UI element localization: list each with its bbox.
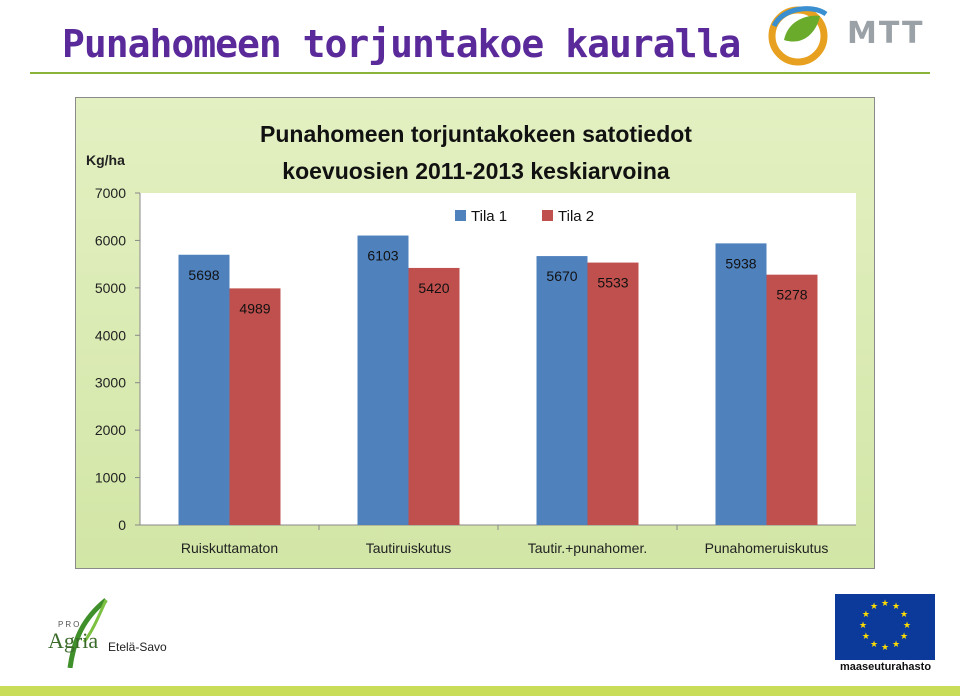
mtt-emblem-icon — [768, 6, 828, 66]
eu-fund-text: maaseuturahasto — [839, 661, 932, 673]
chart-title-line1: Punahomeen torjuntakokeen satotiedot — [260, 121, 692, 147]
bar-tila-2 — [766, 274, 818, 525]
title-divider — [30, 72, 930, 74]
eu-star-icon: ★ — [862, 609, 870, 619]
y-tick-label: 4000 — [95, 327, 126, 343]
slide-title: Punahomeen torjuntakoe kauralla — [62, 22, 741, 66]
bar-value-label: 5670 — [546, 268, 577, 284]
x-tick-label: Punahomeruiskutus — [705, 540, 829, 556]
eu-star-icon: ★ — [903, 620, 911, 630]
bar-tila-1 — [536, 256, 588, 525]
eu-star-icon: ★ — [892, 639, 900, 649]
footer-bar — [0, 686, 960, 696]
bar-value-label: 5698 — [188, 267, 219, 283]
eu-star-icon: ★ — [881, 598, 889, 608]
bar-tila-1 — [715, 243, 767, 525]
y-tick-label: 7000 — [95, 185, 126, 201]
proagria-pro-text: PRO — [58, 620, 82, 629]
proagria-agria-text: Agria — [48, 628, 99, 653]
y-tick-label: 3000 — [95, 375, 126, 391]
bar-chart: Punahomeen torjuntakokeen satotiedot koe… — [86, 121, 856, 556]
eu-flag: ★ ★ ★ ★ ★ ★ ★ ★ ★ ★ ★ ★ — [835, 594, 935, 660]
y-tick-label: 6000 — [95, 232, 126, 248]
y-axis-label: Kg/ha — [86, 152, 125, 168]
proagria-logo: PRO Agria Etelä-Savo — [44, 598, 179, 680]
legend-label: Tila 2 — [558, 208, 594, 225]
bar-tila-2 — [229, 288, 281, 525]
y-tick-label: 5000 — [95, 280, 126, 296]
eu-star-icon: ★ — [859, 620, 867, 630]
mtt-logo-text: MTT — [847, 16, 925, 51]
leaf-icon — [67, 598, 108, 668]
bar-value-label: 5278 — [776, 287, 807, 303]
eu-star-icon: ★ — [900, 631, 908, 641]
eu-star-icon: ★ — [900, 609, 908, 619]
legend-swatch — [455, 210, 466, 221]
eu-star-icon: ★ — [870, 639, 878, 649]
chart-frame: Punahomeen torjuntakokeen satotiedot koe… — [75, 97, 875, 569]
legend-swatch — [542, 210, 553, 221]
eu-star-icon: ★ — [881, 642, 889, 652]
x-tick-label: Tautir.+punahomer. — [528, 540, 647, 556]
eu-star-icon: ★ — [870, 601, 878, 611]
bar-tila-2 — [587, 262, 639, 525]
bar-value-label: 5938 — [725, 255, 756, 271]
bar-tila-1 — [357, 235, 409, 525]
y-tick-label: 0 — [118, 517, 126, 533]
bar-tila-1 — [178, 254, 230, 525]
bar-value-label: 5420 — [418, 280, 449, 296]
mtt-logo: MTT — [762, 2, 932, 68]
bar-tila-2 — [408, 267, 460, 525]
x-tick-label: Ruiskuttamaton — [181, 540, 278, 556]
eu-star-icon: ★ — [862, 631, 870, 641]
eu-stars-icon: ★★★★★★★★★ ★ ★★ — [859, 598, 911, 652]
proagria-region-text: Etelä-Savo — [108, 640, 167, 654]
bar-value-label: 4989 — [239, 300, 270, 316]
chart-title-line2: koevuosien 2011-2013 keskiarvoina — [282, 158, 670, 184]
plot-area: 0 1000 2000 3000 4000 5000 6000 7000 5698 4989 Rui… — [95, 185, 856, 556]
y-tick-label: 1000 — [95, 470, 126, 486]
eu-star-icon: ★ — [892, 601, 900, 611]
bar-value-label: 6103 — [367, 248, 398, 264]
x-tick-label: Tautiruiskutus — [366, 540, 452, 556]
bar-value-label: 5533 — [597, 275, 628, 291]
legend-label: Tila 1 — [471, 208, 507, 225]
y-tick-label: 2000 — [95, 422, 126, 438]
eu-logo: ★ ★ ★ ★ ★ ★ ★ ★ ★ ★ ★ ★ maaseuturahasto — [833, 594, 938, 676]
